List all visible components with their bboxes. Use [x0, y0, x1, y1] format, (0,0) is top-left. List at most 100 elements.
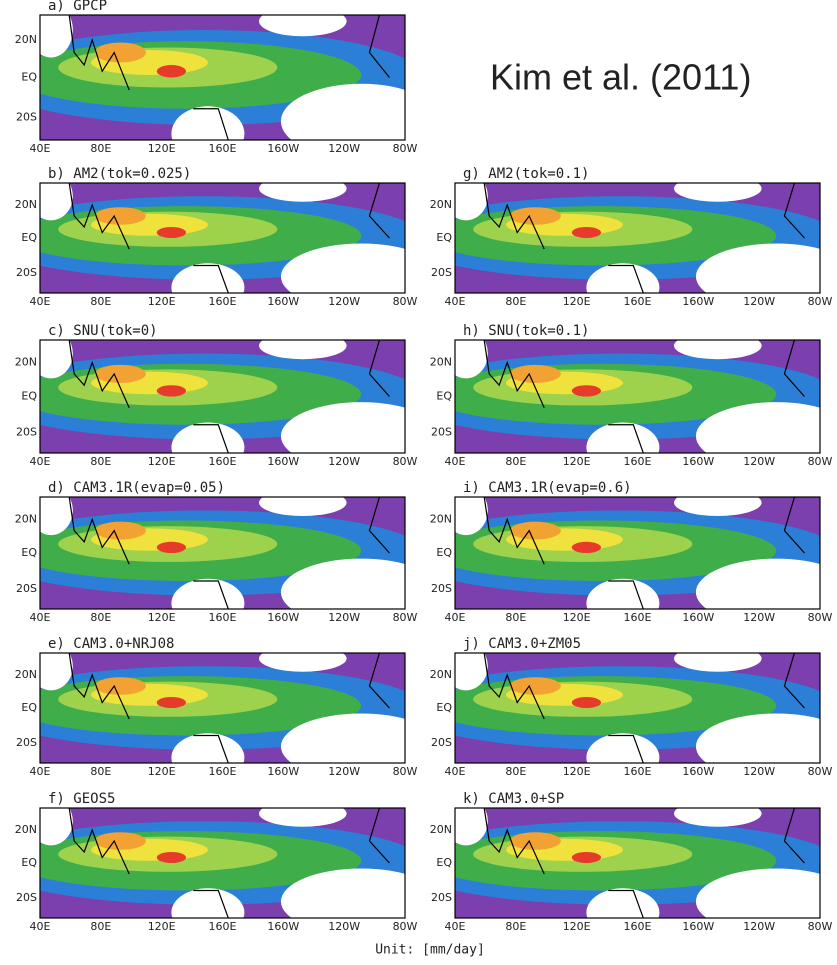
lon-label: 120W: [328, 611, 360, 624]
lon-label: 160W: [267, 295, 299, 308]
lon-label: 160E: [209, 611, 237, 624]
lat-label: EQ: [21, 546, 37, 559]
lat-label: 20S: [16, 582, 37, 595]
map-fill: [674, 653, 762, 672]
unit-label: Unit: [mm/day]: [375, 943, 485, 958]
lat-label: 20N: [15, 198, 37, 211]
lon-label: 120W: [743, 611, 775, 624]
map-fill: [280, 713, 405, 763]
map-frame: [39, 652, 406, 764]
lon-label: 80W: [808, 920, 833, 933]
map: [40, 497, 405, 609]
panel-label: i) CAM3.1R(evap=0.6): [463, 480, 632, 496]
map-fill: [509, 521, 561, 540]
map-fill: [455, 340, 488, 379]
lon-label: 80E: [505, 295, 526, 308]
lon-label: 80E: [90, 920, 111, 933]
lat-label: 20S: [16, 111, 37, 124]
coastline: [483, 183, 805, 293]
lon-label: 120E: [563, 455, 591, 468]
lon-label: 160W: [682, 920, 714, 933]
lat-label: EQ: [436, 856, 452, 869]
panel-label: c) SNU(tok=0): [48, 323, 158, 339]
lon-label: 160W: [267, 455, 299, 468]
map-fill: [571, 385, 602, 397]
figure-title: Kim et al. (2011): [490, 57, 751, 98]
lon-label: 160W: [267, 920, 299, 933]
map-fill: [259, 340, 347, 360]
lat-label: 20N: [15, 668, 37, 681]
map-frame: [454, 807, 821, 919]
lon-label: 160E: [624, 920, 652, 933]
lon-label: 120E: [563, 295, 591, 308]
map: [40, 653, 405, 763]
lat-label: EQ: [21, 390, 37, 403]
panel-label: b) AM2(tok=0.025): [48, 166, 191, 182]
map-fill: [571, 227, 602, 238]
lon-label: 40E: [30, 295, 51, 308]
lon-label: 80E: [90, 455, 111, 468]
map-fill: [280, 243, 405, 293]
map-fill: [40, 15, 73, 58]
map-fill: [695, 402, 820, 453]
map-fill: [571, 697, 602, 708]
lon-label: 80E: [90, 142, 111, 155]
lat-label: 20N: [15, 512, 37, 525]
map-fill: [40, 183, 73, 221]
map-fill: [259, 808, 347, 827]
map-fill: [94, 364, 146, 383]
lat-label: 20S: [16, 891, 37, 904]
map-fill: [280, 83, 405, 140]
lon-label: 120E: [563, 765, 591, 778]
lon-label: 80W: [808, 455, 833, 468]
lon-label: 80W: [808, 765, 833, 778]
panel-label: e) CAM3.0+NRJ08: [48, 636, 174, 652]
coastline: [483, 497, 805, 609]
lon-label: 40E: [30, 455, 51, 468]
map-fill: [509, 677, 561, 695]
map-fill: [695, 713, 820, 763]
lon-label: 120E: [148, 295, 176, 308]
map: [40, 340, 405, 453]
map: [455, 497, 820, 609]
lon-label: 80E: [90, 611, 111, 624]
lon-label: 160W: [682, 295, 714, 308]
lon-label: 160W: [267, 611, 299, 624]
lat-label: EQ: [436, 231, 452, 244]
lon-label: 120W: [743, 295, 775, 308]
coastline: [68, 808, 390, 918]
lat-label: 20S: [431, 426, 452, 439]
panel-label: g) AM2(tok=0.1): [463, 166, 589, 182]
lon-label: 120E: [148, 142, 176, 155]
coastline: [68, 653, 390, 763]
map-fill: [94, 677, 146, 695]
map-frame: [39, 339, 406, 454]
lon-label: 80W: [393, 765, 418, 778]
lon-label: 160W: [682, 765, 714, 778]
map-fill: [509, 364, 561, 383]
lat-label: EQ: [21, 701, 37, 714]
lon-label: 160E: [624, 611, 652, 624]
lon-label: 120E: [148, 455, 176, 468]
lat-label: EQ: [436, 546, 452, 559]
lon-label: 160E: [209, 765, 237, 778]
map-fill: [695, 558, 820, 609]
coastline: [68, 183, 390, 293]
map-fill: [156, 65, 186, 78]
coastline: [68, 497, 390, 609]
map-fill: [40, 340, 73, 379]
map: [40, 15, 405, 140]
lon-label: 40E: [445, 455, 466, 468]
lon-label: 80W: [808, 611, 833, 624]
lon-label: 160E: [209, 295, 237, 308]
lon-label: 80E: [505, 920, 526, 933]
lon-label: 40E: [30, 611, 51, 624]
map: [455, 808, 820, 918]
map-fill: [259, 15, 347, 37]
lon-label: 120W: [743, 920, 775, 933]
lat-label: 20N: [15, 33, 37, 46]
map-fill: [695, 243, 820, 293]
lat-label: 20N: [430, 823, 452, 836]
lon-label: 80W: [393, 295, 418, 308]
